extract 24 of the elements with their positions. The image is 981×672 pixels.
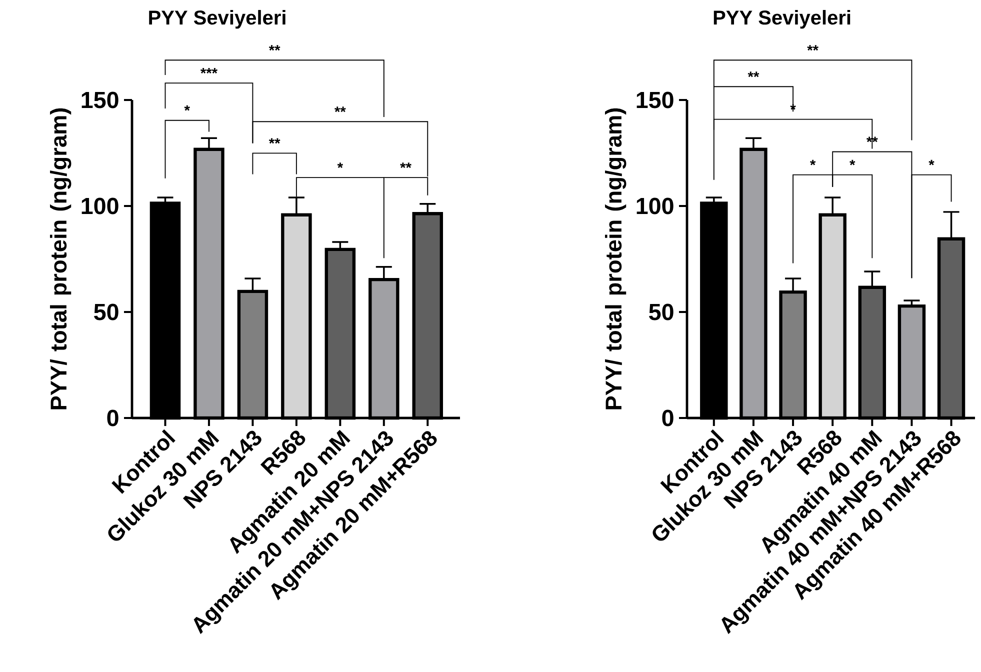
y-tick-label: 50: [94, 304, 118, 320]
y-tick-label: 0: [107, 410, 118, 426]
text: **: [807, 45, 818, 51]
annotation: *: [928, 160, 934, 166]
text: **: [268, 45, 280, 51]
y-axis-title: PYY/ total protein (ng/gram): [604, 108, 626, 410]
annotation: *: [337, 162, 344, 168]
annotation: *: [850, 160, 856, 166]
chart-title: PYY Seviyeleri: [714, 10, 850, 29]
y-tick-label: 150: [82, 92, 118, 108]
annotation: **: [334, 106, 346, 112]
annotation: *: [810, 160, 816, 166]
y-axis-title: PYY/ total protein (ng/gram): [50, 108, 72, 410]
chart-title: PYY Seviyeleri: [149, 10, 286, 29]
y-tick-label: 100: [636, 198, 674, 214]
annotation: **: [400, 162, 412, 168]
y-tick-label: 100: [82, 198, 118, 214]
y-tick-label: 0: [662, 410, 674, 426]
annotation: **: [268, 138, 280, 144]
text: **: [748, 72, 760, 78]
annotation: *: [184, 105, 190, 111]
y-tick-label: 50: [649, 304, 674, 320]
y-tick-label: 150: [636, 92, 674, 108]
text: ***: [200, 68, 218, 74]
